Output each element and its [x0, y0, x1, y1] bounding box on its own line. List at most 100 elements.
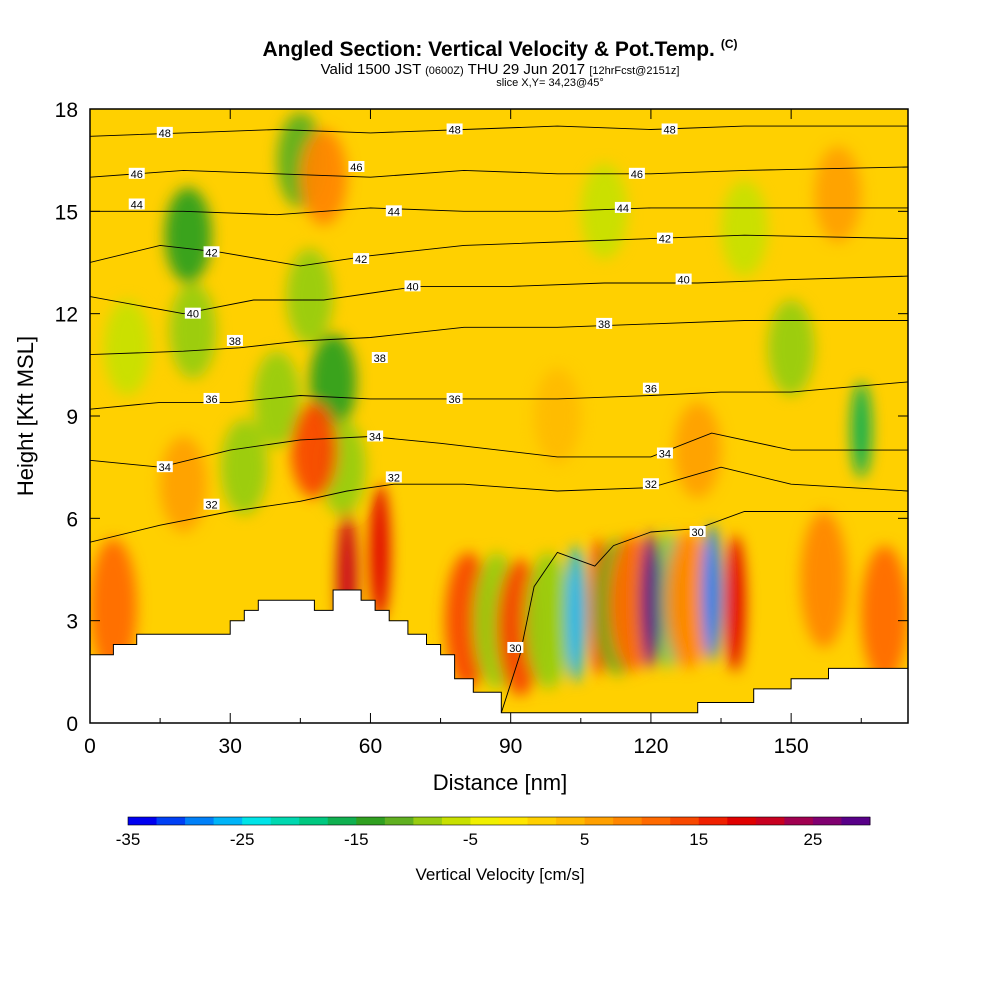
velocity-cell [253, 351, 301, 447]
contour-label-bg [353, 253, 370, 265]
velocity-cell [565, 545, 587, 683]
colorbar-swatch [584, 817, 614, 825]
velocity-cell [164, 187, 212, 283]
copyright-mark: (C) [720, 37, 738, 51]
contour-label-bg [156, 461, 173, 473]
y-tick-label: 0 [66, 713, 78, 736]
colorbar-tick-label: -5 [463, 830, 478, 849]
contour-label-32: 32 [645, 479, 657, 491]
colorbar-swatch [441, 817, 471, 825]
velocity-cell [300, 129, 348, 225]
colorbar-swatch [641, 817, 671, 825]
x-tick-label: 90 [499, 735, 522, 758]
velocity-cell [640, 531, 662, 669]
contour-label-bg [128, 198, 145, 210]
x-tick-label: 30 [219, 735, 242, 758]
contour-label-bg [203, 246, 220, 258]
pot-temp-contour-38 [90, 320, 908, 356]
contour-label-40: 40 [678, 275, 690, 287]
x-axis-label: Distance [nm] [433, 770, 568, 795]
contour-label-bg [184, 307, 201, 319]
contour-label-34: 34 [159, 462, 171, 474]
velocity-cell [104, 300, 151, 396]
contour-label-44: 44 [131, 200, 143, 212]
contour-label-bg [642, 478, 659, 490]
contour-label-bg [371, 352, 388, 364]
contour-label-bg [404, 280, 421, 292]
contour-label-32: 32 [205, 500, 217, 512]
pot-temp-contour-40 [90, 275, 908, 315]
pot-temp-contour-42 [90, 234, 908, 267]
plot-area: 30 30 32 32 32 34 34 34 36 36 36 38 38 38 40 40 40 42 42 42… [90, 109, 908, 723]
velocity-cell [220, 419, 268, 515]
colorbar-swatch [356, 817, 386, 825]
velocity-cell [814, 146, 862, 243]
contour-label-42: 42 [355, 254, 367, 266]
contour-label-bg [628, 167, 645, 179]
x-tick-label: 120 [633, 735, 668, 758]
contour-label-bg [656, 447, 673, 459]
velocity-cell [524, 552, 572, 689]
colorbar-swatch [527, 817, 557, 825]
contour-label-48: 48 [663, 124, 675, 136]
colorbar-swatch [727, 817, 757, 825]
velocity-cell [290, 402, 338, 498]
velocity-cell [580, 163, 628, 260]
contour-label-bg [642, 382, 659, 394]
colorbar-swatch [784, 817, 814, 825]
colorbar-swatch [499, 817, 529, 825]
contour-label-38: 38 [374, 353, 386, 365]
contour-label-40: 40 [187, 309, 199, 321]
colorbar-swatch [185, 817, 215, 825]
contour-label-bg [507, 641, 524, 653]
contour-label-bg [226, 334, 243, 346]
contour-label-36: 36 [205, 394, 217, 406]
contour-label-46: 46 [350, 162, 362, 174]
chart-subtitle: Valid 1500 JST (0600Z) THU 29 Jun 2017 [… [0, 61, 1000, 78]
terrain [90, 589, 908, 723]
velocity-cell [850, 381, 872, 478]
contour-label-46: 46 [631, 169, 643, 181]
contour-label-bg [348, 160, 365, 172]
contour-label-34: 34 [369, 431, 381, 443]
contour-label-bg [385, 205, 402, 217]
contour-label-42: 42 [205, 247, 217, 259]
contour-label-34: 34 [659, 449, 671, 461]
colorbar-swatch [156, 817, 186, 825]
colorbar-swatch [556, 817, 586, 825]
colorbar-tick-label: -35 [116, 830, 141, 849]
contour-label-36: 36 [645, 384, 657, 396]
colorbar-label: Vertical Velocity [cm/s] [415, 865, 584, 884]
contour-label-36: 36 [448, 394, 460, 406]
velocity-cell [286, 248, 334, 345]
colorbar-swatch [413, 817, 443, 825]
contour-label-38: 38 [598, 319, 610, 331]
colorbar-swatch [299, 817, 329, 825]
contour-label-bg [446, 392, 463, 404]
velocity-cell [724, 535, 746, 672]
contour-label-46: 46 [131, 169, 143, 181]
pot-temp-contour-48 [90, 125, 908, 137]
colorbar-swatch [812, 817, 842, 825]
velocity-cell [169, 282, 217, 379]
valid-date: THU 29 Jun 2017 [467, 61, 586, 78]
colorbar-frame [127, 816, 871, 826]
x-tick-label: 60 [359, 735, 382, 758]
contour-label-bg [367, 430, 384, 442]
colorbar-swatch [698, 817, 728, 825]
contour-label-30: 30 [692, 527, 704, 539]
colorbar-swatch [242, 817, 272, 825]
valid-zulu: (0600Z) [425, 65, 464, 77]
x-tick-label: 150 [774, 735, 809, 758]
colorbar: -35 -25 -15 -5 5 15 25 [116, 816, 871, 849]
contour-label-bg [614, 201, 631, 213]
colorbar-tick-label: 15 [689, 830, 708, 849]
y-tick-label: 9 [66, 406, 78, 429]
contour-label-bg [689, 525, 706, 537]
pot-temp-contour-32 [90, 466, 908, 543]
pot-temp-contour-30 [500, 511, 908, 713]
colorbar-swatch [327, 817, 357, 825]
contour-label-bg [661, 123, 678, 135]
velocity-cell [800, 511, 848, 648]
forecast-info: [12hrFcst@2151z] [589, 65, 680, 77]
